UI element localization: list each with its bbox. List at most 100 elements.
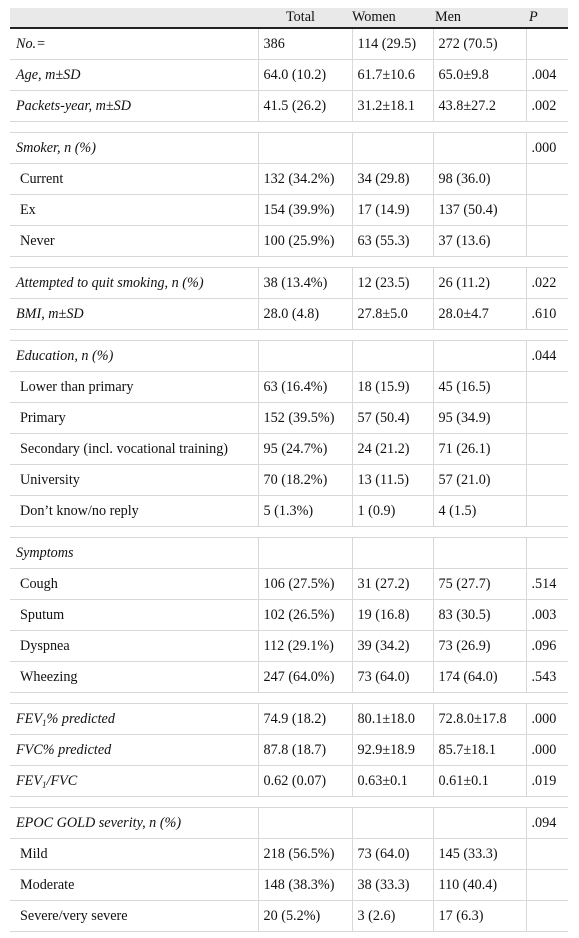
table-row: Cough 106 (27.5%) 31 (27.2) 75 (27.7) .5… <box>10 568 568 600</box>
label-subscript: 1 <box>42 780 47 790</box>
cell-women: 1 (0.9) <box>352 495 434 527</box>
cell-total: 63 (16.4%) <box>258 371 353 403</box>
cell-men: 0.61±0.1 <box>433 765 527 797</box>
cell-total: 38 (13.4%) <box>258 267 353 299</box>
cell-p: .514 <box>526 568 568 600</box>
cell-men: 83 (30.5) <box>433 599 527 631</box>
cell-men: 26 (11.2) <box>433 267 527 299</box>
section-spacer <box>10 329 568 341</box>
cell-men: 17 (6.3) <box>433 900 527 932</box>
table-row: Mild 218 (56.5%) 73 (64.0) 145 (33.3) <box>10 838 568 870</box>
cell-p <box>526 433 568 465</box>
cell-total: 28.0 (4.8) <box>258 298 353 330</box>
cell-women: 73 (64.0) <box>352 838 434 870</box>
cell-men: 71 (26.1) <box>433 433 527 465</box>
cell-men: 4 (1.5) <box>433 495 527 527</box>
table-row: Wheezing 247 (64.0%) 73 (64.0) 174 (64.0… <box>10 661 568 693</box>
cell-total: 20 (5.2%) <box>258 900 353 932</box>
cell-men: 98 (36.0) <box>433 163 527 195</box>
section-spacer <box>10 796 568 808</box>
table-row: Primary 152 (39.5%) 57 (50.4) 95 (34.9) <box>10 402 568 434</box>
row-label: Mild <box>10 838 259 870</box>
cell-p <box>526 371 568 403</box>
cell-women: 61.7±10.6 <box>352 59 434 91</box>
label-fev: FEV <box>16 773 42 789</box>
cell-p: .096 <box>526 630 568 662</box>
table-row: Severe/very severe 20 (5.2%) 3 (2.6) 17 … <box>10 900 568 932</box>
table-row: FVC% predicted 87.8 (18.7) 92.9±18.9 85.… <box>10 734 568 766</box>
cell-total: 132 (34.2%) <box>258 163 353 195</box>
cell-total: 70 (18.2%) <box>258 464 353 496</box>
cell-p: .002 <box>526 90 568 122</box>
cell-men: 85.7±18.1 <box>433 734 527 766</box>
row-label: FVC% predicted <box>10 734 259 766</box>
cell-total: 154 (39.9%) <box>258 194 353 226</box>
cell-men: 28.0±4.7 <box>433 298 527 330</box>
table-row: Age, m±SD 64.0 (10.2) 61.7±10.6 65.0±9.8… <box>10 59 568 91</box>
table-row: No.= 386 114 (29.5) 272 (70.5) <box>10 28 568 60</box>
cell-p: .094 <box>526 807 568 839</box>
cell-women: 31 (27.2) <box>352 568 434 600</box>
row-label: Severe/very severe <box>10 900 259 932</box>
cell-p <box>526 900 568 932</box>
cell-p: .000 <box>526 132 568 164</box>
cell-men: 272 (70.5) <box>433 28 527 60</box>
cell-total: 87.8 (18.7) <box>258 734 353 766</box>
cell-men: 137 (50.4) <box>433 194 527 226</box>
cell-total: 41.5 (26.2) <box>258 90 353 122</box>
row-label: Moderate <box>10 869 259 901</box>
cell-men: 110 (40.4) <box>433 869 527 901</box>
row-label: Never <box>10 225 259 257</box>
cell-men: 43.8±27.2 <box>433 90 527 122</box>
row-label: Wheezing <box>10 661 259 693</box>
cell-women: 24 (21.2) <box>352 433 434 465</box>
table-row: Education, n (%) .044 <box>10 340 568 372</box>
cell-p: .003 <box>526 599 568 631</box>
cell-total: 148 (38.3%) <box>258 869 353 901</box>
row-label: Smoker, n (%) <box>10 132 259 164</box>
cell-total <box>258 807 353 839</box>
cell-women: 34 (29.8) <box>352 163 434 195</box>
section-spacer <box>10 526 568 538</box>
row-label: Symptoms <box>10 537 259 569</box>
cell-women: 3 (2.6) <box>352 900 434 932</box>
label-subscript: 1 <box>42 718 47 728</box>
header-women: Women <box>352 8 433 29</box>
cell-p <box>526 28 568 60</box>
row-label: Packets-year, m±SD <box>10 90 259 122</box>
cell-women: 80.1±18.0 <box>352 703 434 735</box>
table-row: Packets-year, m±SD 41.5 (26.2) 31.2±18.1… <box>10 90 568 122</box>
cell-total: 386 <box>258 28 353 60</box>
table-row: Moderate 148 (38.3%) 38 (33.3) 110 (40.4… <box>10 869 568 901</box>
row-label: University <box>10 464 259 496</box>
cell-total <box>258 340 353 372</box>
cell-total: 152 (39.5%) <box>258 402 353 434</box>
row-label: Cough <box>10 568 259 600</box>
cell-p <box>526 838 568 870</box>
table-row: BMI, m±SD 28.0 (4.8) 27.8±5.0 28.0±4.7 .… <box>10 298 568 330</box>
cell-p: .019 <box>526 765 568 797</box>
section-spacer <box>10 121 568 133</box>
cell-total <box>258 132 353 164</box>
table-row: Current 132 (34.2%) 34 (29.8) 98 (36.0) <box>10 163 568 195</box>
cell-women: 39 (34.2) <box>352 630 434 662</box>
cell-total: 5 (1.3%) <box>258 495 353 527</box>
row-label: Secondary (incl. vocational training) <box>10 433 259 465</box>
header-total: Total <box>258 8 352 29</box>
cell-p <box>526 495 568 527</box>
characteristics-table: Total Women Men P No.= 386 114 (29.5) 27… <box>10 8 568 932</box>
cell-men <box>433 132 527 164</box>
row-label: No.= <box>10 28 259 60</box>
label-fev: FEV <box>16 711 42 727</box>
cell-women: 17 (14.9) <box>352 194 434 226</box>
row-label: BMI, m±SD <box>10 298 259 330</box>
cell-men: 145 (33.3) <box>433 838 527 870</box>
row-label: FEV1% predicted <box>10 703 259 735</box>
cell-p: .022 <box>526 267 568 299</box>
table-row: University 70 (18.2%) 13 (11.5) 57 (21.0… <box>10 464 568 496</box>
cell-total <box>258 537 353 569</box>
cell-women: 57 (50.4) <box>352 402 434 434</box>
header-variable <box>10 8 258 29</box>
cell-p <box>526 464 568 496</box>
row-label: Current <box>10 163 259 195</box>
